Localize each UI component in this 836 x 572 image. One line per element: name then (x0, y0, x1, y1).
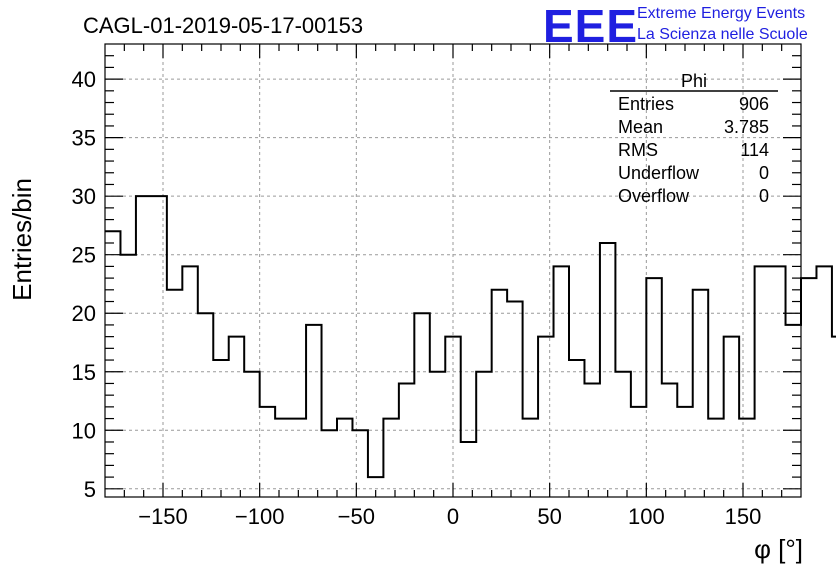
x-tick-label: 50 (537, 504, 561, 529)
x-tick-label: 150 (725, 504, 762, 529)
stats-row-label: Underflow (618, 163, 700, 183)
stats-rows: Entries 906 Mean 3.785 RMS 114 Underflow 0 Overf… (618, 94, 769, 206)
logo-line-2: La Scienza nelle Scuole (637, 26, 808, 43)
x-tick-label: −150 (138, 504, 188, 529)
stats-row-label: RMS (618, 140, 658, 160)
y-tick-label: 25 (72, 243, 96, 268)
stats-row-label: Mean (618, 117, 663, 137)
axis-ticks (105, 44, 801, 497)
y-tick-label: 5 (84, 477, 96, 502)
x-tick-labels: −150 −100 −50 0 50 100 150 (138, 504, 761, 529)
eee-logo: EEE Extreme Energy Events La Scienza nel… (543, 0, 808, 52)
y-tick-labels: 5 10 15 20 25 30 35 40 (72, 67, 96, 502)
stats-row-value: 114 (740, 140, 769, 160)
logo-mark: EEE (543, 0, 638, 52)
x-axis-label: φ [°] (754, 534, 803, 564)
logo-line-1: Extreme Energy Events (637, 5, 805, 22)
y-tick-label: 20 (72, 301, 96, 326)
chart-title: CAGL-01-2019-05-17-00153 (83, 13, 363, 38)
stats-row-label: Entries (618, 94, 674, 114)
stats-row-value: 0 (759, 186, 769, 206)
y-tick-label: 30 (72, 184, 96, 209)
stats-row-value: 3.785 (724, 117, 769, 137)
y-tick-label: 15 (72, 360, 96, 385)
y-axis-label: Entries/bin (7, 178, 37, 301)
grid (105, 44, 801, 497)
stats-row-label: Overflow (618, 186, 690, 206)
x-tick-label: −50 (338, 504, 375, 529)
y-tick-label: 40 (72, 67, 96, 92)
y-tick-label: 35 (72, 126, 96, 151)
y-tick-label: 10 (72, 418, 96, 443)
x-tick-label: 100 (628, 504, 665, 529)
stats-title: Phi (681, 71, 707, 91)
stats-row-value: 0 (759, 163, 769, 183)
x-tick-label: 0 (447, 504, 459, 529)
stats-row-value: 906 (739, 94, 769, 114)
stats-box: Phi Entries 906 Mean 3.785 RMS 114 Underflow 0 O… (610, 71, 778, 206)
histogram-outline (105, 195, 836, 479)
x-tick-label: −100 (235, 504, 285, 529)
histogram-bins (105, 195, 836, 479)
plot-frame (104, 43, 802, 498)
